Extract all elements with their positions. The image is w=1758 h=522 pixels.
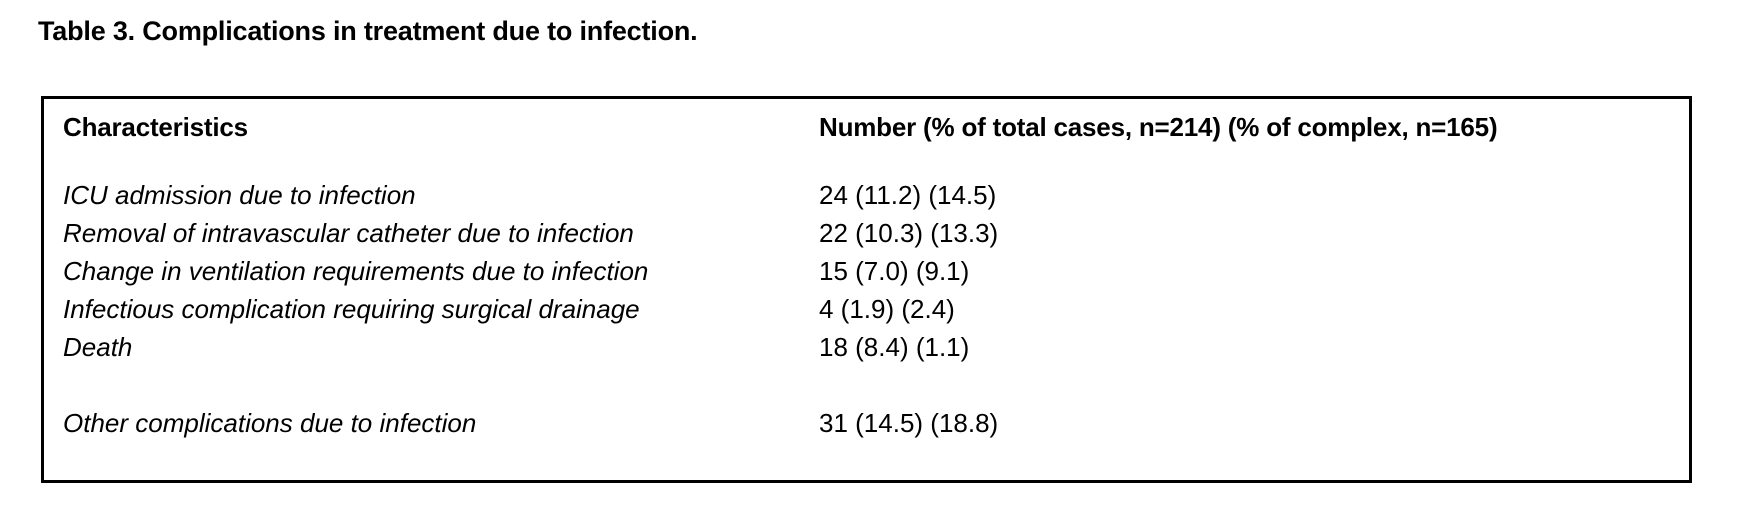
table-row: Infectious complication requiring surgic… xyxy=(63,290,1679,328)
group-spacer xyxy=(63,366,1679,404)
row-characteristic: Death xyxy=(63,332,133,362)
column-header-characteristics: Characteristics xyxy=(63,112,248,142)
table-row: ICU admission due to infection 24 (11.2)… xyxy=(63,176,1679,214)
table-caption: Table 3. Complications in treatment due … xyxy=(38,16,698,46)
header-spacer xyxy=(63,146,1679,176)
column-header-number: Number (% of total cases, n=214) (% of c… xyxy=(819,112,1498,142)
row-value: 4 (1.9) (2.4) xyxy=(819,294,955,324)
row-characteristic: Other complications due to infection xyxy=(63,408,477,438)
table-row: Change in ventilation requirements due t… xyxy=(63,252,1679,290)
table-header-row: Characteristics Number (% of total cases… xyxy=(63,108,1679,146)
table-row: Death 18 (8.4) (1.1) xyxy=(63,328,1679,366)
row-value: 18 (8.4) (1.1) xyxy=(819,332,970,362)
row-value: 24 (11.2) (14.5) xyxy=(819,180,997,210)
table-row: Removal of intravascular catheter due to… xyxy=(63,214,1679,252)
row-characteristic: Infectious complication requiring surgic… xyxy=(63,294,640,324)
row-characteristic: ICU admission due to infection xyxy=(63,180,416,210)
row-characteristic: Change in ventilation requirements due t… xyxy=(63,256,649,286)
table-row: Other complications due to infection 31 … xyxy=(63,404,1679,442)
row-value: 22 (10.3) (13.3) xyxy=(819,218,999,248)
complications-table: Characteristics Number (% of total cases… xyxy=(41,96,1692,483)
row-value: 15 (7.0) (9.1) xyxy=(819,256,970,286)
row-characteristic: Removal of intravascular catheter due to… xyxy=(63,218,634,248)
row-value: 31 (14.5) (18.8) xyxy=(819,408,999,438)
